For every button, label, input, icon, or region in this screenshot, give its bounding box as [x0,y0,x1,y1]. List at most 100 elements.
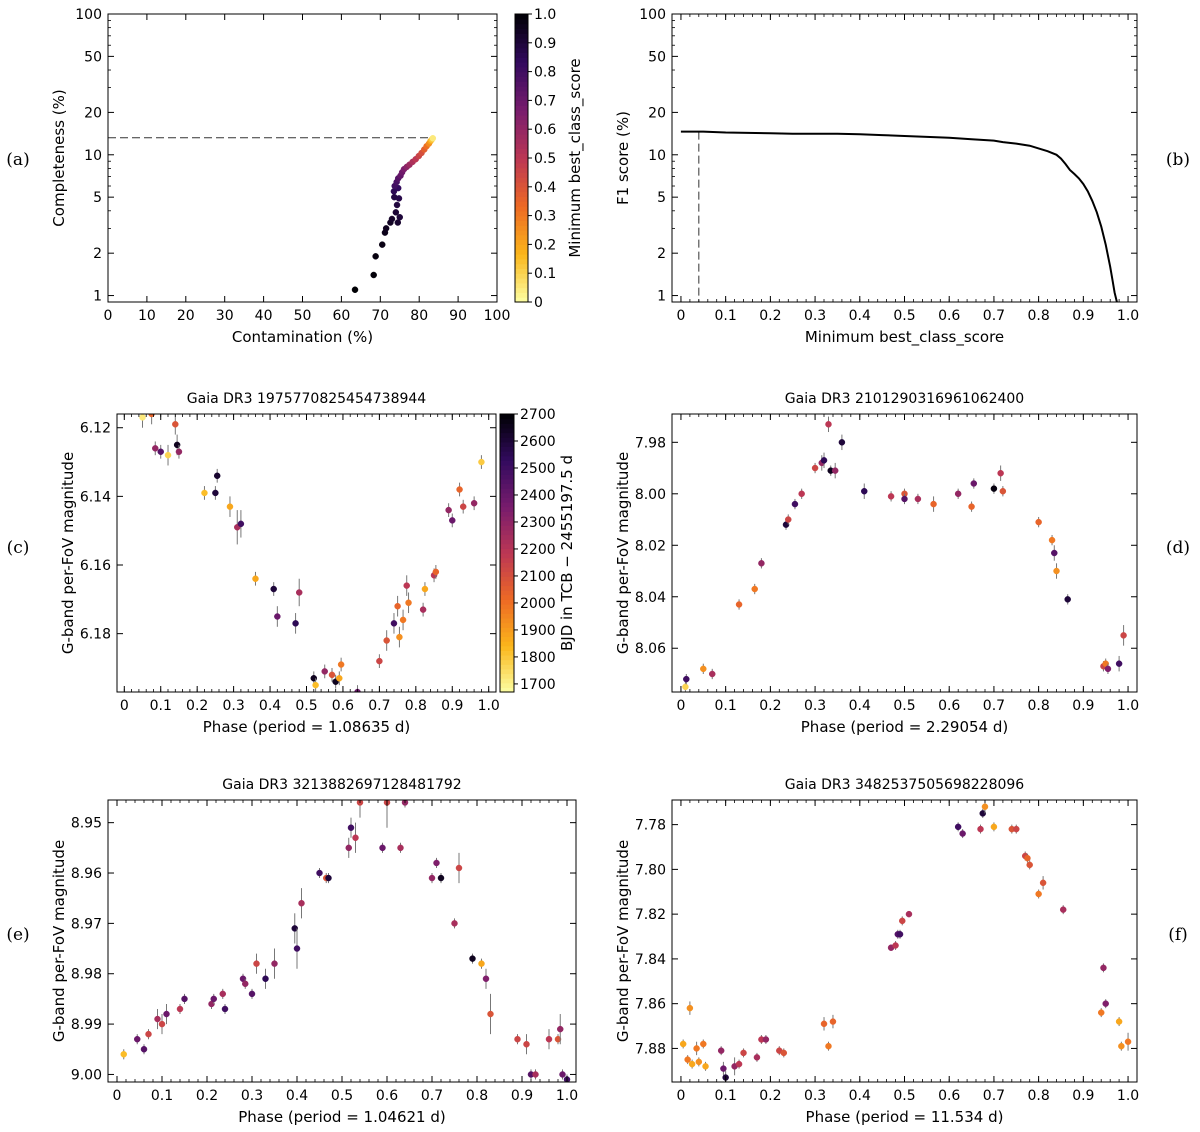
colorbar-segment [515,268,528,274]
data-point [838,439,846,446]
x-tick-label: 0.4 [849,308,871,324]
colorbar-segment [500,590,514,596]
x-tick-label: 0.2 [186,698,208,714]
data-point [523,1040,530,1048]
data-point [720,1065,727,1072]
colorbar-segment [500,502,514,508]
data-point [930,500,937,508]
data-point [487,1010,494,1018]
data-point [120,1051,127,1058]
y-axis-label: G-band per-FoV magnitude [614,452,632,654]
x-tick-label: 0.5 [893,698,915,714]
colorbar-segment [500,418,514,424]
x-tick-label: 1.0 [478,698,500,714]
data-point [780,1049,788,1057]
data-point [403,582,410,589]
panel-letter: (f) [1168,925,1188,945]
data-point [708,670,716,678]
colorbar-segment [500,645,514,651]
panel-letter: (d) [1166,538,1190,558]
data-point [753,1054,761,1061]
colorbar-segment [500,622,514,628]
colorbar-segment [500,534,514,540]
colorbar-tick-label: 0 [534,295,543,311]
data-point [212,489,219,497]
y-tick-label: 2 [657,246,666,262]
data-point [325,874,332,882]
data-point [901,495,908,503]
panel-c: 0 0.1 0.2 0.3 0.4 0.5 0.6 0.7 0.8 0.9 1.0 6.12 6.14 6… [7,391,576,736]
data-point [1064,596,1071,603]
colorbar-segment [515,167,528,173]
colorbar-tick-label: 0.4 [534,180,556,196]
data-point [1097,1009,1105,1016]
data-point [1120,632,1127,639]
colorbar-segment [500,673,514,679]
chart-title: Gaia DR3 3213882697128481792 [222,777,461,793]
y-tick-label: 2 [93,246,102,262]
colorbar-segment [515,244,528,250]
data-point [1013,825,1020,833]
data-point [419,606,427,613]
data-point [785,516,792,523]
data-point [693,1045,700,1052]
data-point [428,874,436,882]
data-point [1053,567,1060,575]
data-point [820,457,828,464]
plot-area [680,130,1118,302]
colorbar-tick-label: 1.0 [534,7,556,23]
data-point [372,253,379,260]
data-point [762,1036,770,1043]
data-point [679,1040,687,1048]
colorbar-segment [500,506,514,512]
x-tick-label: 0.1 [715,698,737,714]
colorbar-segment [515,287,528,293]
data-point [682,683,689,691]
colorbar-segment [515,143,528,149]
data-point [328,671,336,679]
x-tick-label: 0.3 [804,698,826,714]
y-tick-label: 6.18 [80,627,111,643]
data-point [968,503,975,510]
data-point [981,803,989,810]
x-tick-label: 0.5 [893,1088,915,1104]
data-point [298,899,305,907]
x-tick-label: 0.7 [983,308,1005,324]
colorbar-segment [500,464,514,471]
panel-d: 0 0.1 0.2 0.3 0.4 0.5 0.6 0.7 0.8 0.9 1.0 7.98 8.00 8… [614,391,1190,736]
colorbar-segment [500,603,514,610]
data-point [1059,906,1067,913]
colorbar-label: Minimum best_class_score [566,58,585,257]
x-tick-label: 0.9 [1072,1088,1094,1104]
x-tick-label: 0.8 [1028,698,1050,714]
y-tick-label: 50 [648,49,666,65]
data-point [226,503,234,510]
data-point [469,955,476,962]
colorbar-segment [500,608,514,614]
data-point [252,575,259,582]
x-tick-label: 0 [113,1088,122,1104]
data-point [979,810,986,817]
x-tick-label: 10 [138,308,156,324]
data-point [1048,536,1056,544]
colorbar-segment [515,57,528,63]
x-tick-label: 0.1 [151,1088,173,1104]
colorbar-segment [515,138,528,145]
data-point [274,613,281,620]
data-point [336,675,343,682]
y-tick-label: 20 [648,105,666,121]
data-point [954,490,962,498]
data-point [990,485,998,492]
x-tick-label: 0.1 [715,1088,737,1104]
data-point [735,1060,743,1068]
panel-f: 0 0.1 0.2 0.3 0.4 0.5 0.6 0.7 0.8 0.9 1.0 7.78 7.80 7… [614,777,1188,1126]
data-point [559,1071,566,1078]
x-tick-label: 0.6 [332,698,354,714]
x-axis-label: Phase (period = 1.04621 d) [238,1108,445,1126]
plot-area [120,800,571,1082]
data-point [700,665,707,673]
colorbar-segment [500,664,514,670]
data-point [684,1056,691,1063]
data-point [399,616,407,624]
colorbar-segment [515,210,528,217]
